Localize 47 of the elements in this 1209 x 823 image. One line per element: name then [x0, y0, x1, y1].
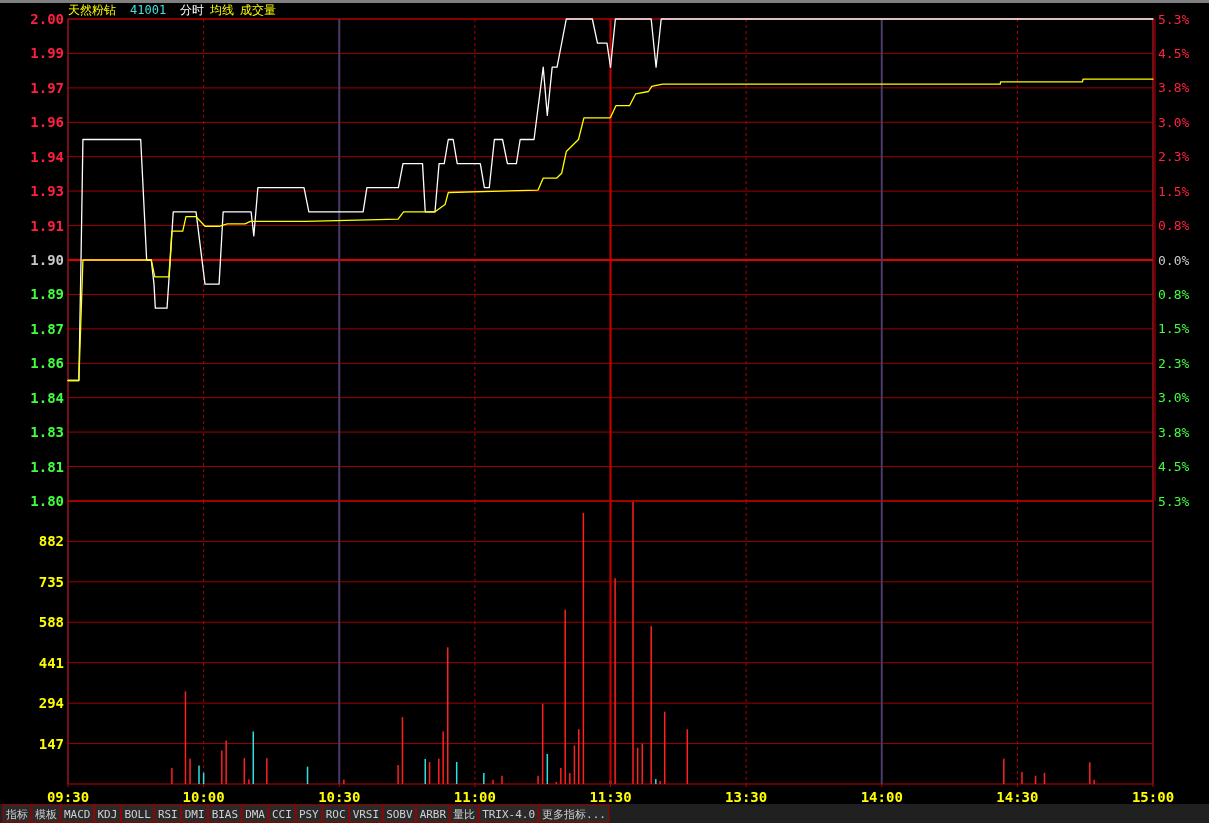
y2-tick-label: 1.5% — [1158, 321, 1190, 337]
y-tick-label: 1.94 — [30, 148, 64, 165]
y-tick-label: 441 — [38, 654, 64, 671]
y-tick-label: 588 — [38, 614, 64, 631]
y-tick-label: 1.80 — [30, 493, 64, 509]
x-tick-label: 15:00 — [1131, 789, 1175, 805]
y-tick-label: 1.89 — [30, 286, 64, 303]
y2-tick-label: 4.5% — [1158, 45, 1190, 61]
y-tick-label: 1.96 — [30, 114, 64, 131]
y-tick-label: 1.86 — [30, 355, 64, 372]
y-tick-label: 1.97 — [30, 79, 64, 96]
y2-tick-label: 3.8% — [1158, 424, 1190, 440]
y-tick-label: 147 — [38, 735, 64, 752]
y-tick-label: 1.99 — [30, 45, 64, 62]
y-tick-label: 882 — [38, 533, 64, 550]
tabs: 指标 模板 MACD KDJ BOLL RSI DMI BIAS DMA CCI PSY ROC VRSI SOBV ARBR 量比 TRIX-4.0 更多指标... — [0, 804, 1209, 823]
x-tick-label: 09:30 — [46, 789, 90, 805]
y-tick-label: 1.93 — [30, 183, 64, 200]
y2-tick-label: 1.5% — [1158, 183, 1190, 199]
y-tick-label: 1.83 — [30, 424, 64, 441]
y2-tick-label: 0.8% — [1158, 286, 1190, 302]
y-tick-label: 735 — [38, 573, 64, 590]
y2-tick-label: 3.0% — [1158, 114, 1190, 130]
y2-tick-label: 4.5% — [1158, 459, 1190, 475]
y-tick-label: 1.87 — [30, 320, 64, 337]
y2-tick-label: 0.8% — [1158, 218, 1190, 234]
header: 天然粉钻 41001 分时 均线 成交量 — [68, 3, 277, 17]
y-tick-label: 1.84 — [30, 389, 64, 406]
y2-tick-label: 2.3% — [1158, 355, 1190, 371]
y2-tick-label: 3.0% — [1158, 390, 1190, 406]
x-tick-label: 11:30 — [589, 789, 632, 805]
x-tick-label: 13:30 — [725, 789, 768, 805]
x-tick-label: 10:00 — [182, 789, 225, 805]
y2-tick-label: 5.3% — [1158, 11, 1190, 27]
y2-tick-label: 2.3% — [1158, 149, 1190, 165]
x-tick-label: 14:30 — [996, 789, 1039, 805]
y-tick-label: 1.90 — [30, 252, 64, 268]
y2-tick-label: 5.3% — [1158, 493, 1190, 509]
y-tick-label: 294 — [38, 695, 64, 712]
y2-tick-label: 0.0% — [1158, 252, 1190, 268]
x-tick-label: 10:30 — [318, 789, 361, 805]
y-tick-label: 2.00 — [30, 11, 64, 27]
x-tick-label: 11:00 — [453, 789, 496, 805]
y2-tick-label: 3.8% — [1158, 80, 1190, 96]
x-tick-label: 14:00 — [860, 789, 903, 805]
y-tick-label: 1.81 — [30, 458, 64, 475]
y-tick-label: 1.91 — [30, 217, 64, 234]
